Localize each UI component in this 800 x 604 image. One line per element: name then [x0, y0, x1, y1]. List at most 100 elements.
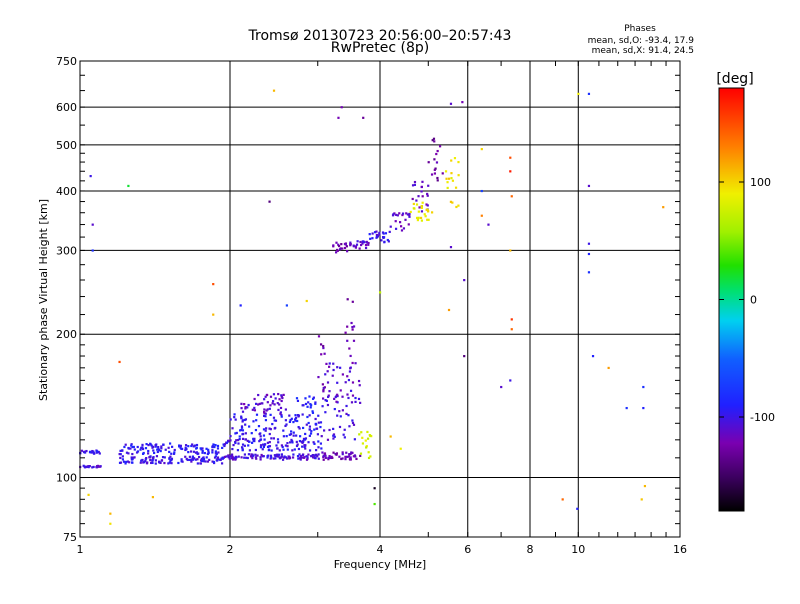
data-point — [121, 449, 124, 452]
data-point — [324, 454, 327, 457]
data-point — [168, 450, 171, 454]
data-point — [351, 381, 355, 384]
data-point — [91, 223, 94, 226]
data-point — [294, 414, 297, 417]
data-point — [351, 325, 354, 329]
data-point — [243, 453, 246, 456]
data-point — [325, 399, 328, 402]
data-point — [255, 419, 258, 422]
data-point — [353, 454, 356, 457]
data-point — [286, 448, 289, 451]
data-point — [288, 455, 291, 458]
data-point — [354, 245, 358, 248]
data-point — [640, 498, 643, 501]
data-point — [195, 451, 198, 454]
data-point — [279, 456, 282, 459]
data-point — [282, 448, 285, 451]
data-point — [252, 437, 255, 440]
data-point — [373, 231, 377, 234]
data-point — [197, 452, 200, 455]
data-point — [92, 465, 95, 469]
data-point — [273, 427, 276, 430]
data-point — [344, 458, 347, 461]
data-point — [153, 451, 156, 455]
data-point — [307, 401, 310, 404]
data-point — [265, 427, 268, 430]
data-point — [254, 448, 257, 452]
data-point — [130, 443, 133, 446]
data-point — [280, 395, 283, 398]
data-point — [213, 456, 217, 459]
data-point — [292, 453, 295, 456]
data-point — [454, 186, 458, 189]
data-point — [157, 448, 160, 451]
data-point — [365, 241, 369, 244]
data-point — [327, 456, 330, 459]
data-point — [272, 437, 275, 440]
data-point — [152, 449, 155, 452]
data-point — [83, 450, 86, 453]
data-point — [400, 229, 404, 232]
data-point — [303, 445, 306, 448]
data-point — [170, 462, 173, 465]
data-point — [271, 422, 274, 426]
data-point — [264, 419, 268, 422]
data-point — [202, 458, 206, 461]
data-point — [177, 461, 180, 465]
data-point — [254, 402, 258, 405]
data-point — [228, 455, 231, 458]
data-point — [229, 439, 232, 442]
data-point — [433, 168, 436, 171]
data-point — [227, 454, 230, 457]
data-point — [291, 440, 294, 443]
data-point — [131, 461, 134, 464]
data-point — [187, 445, 190, 448]
data-point — [351, 421, 355, 425]
data-point — [271, 400, 275, 403]
data-point — [358, 433, 361, 436]
x-tick-label: 2 — [227, 543, 234, 556]
data-point — [244, 432, 247, 435]
data-point — [561, 498, 564, 501]
data-point — [297, 414, 301, 417]
data-point — [433, 158, 436, 161]
data-point — [212, 313, 215, 316]
data-point — [178, 445, 181, 448]
data-point — [399, 225, 403, 228]
data-point — [304, 437, 308, 440]
data-point — [234, 456, 237, 459]
data-point — [286, 442, 289, 445]
data-point — [359, 401, 362, 404]
x-tick-label: 8 — [527, 543, 534, 556]
data-point — [260, 453, 263, 457]
data-point — [261, 402, 264, 405]
data-point — [277, 408, 280, 412]
data-point — [375, 235, 379, 239]
data-point — [156, 448, 159, 451]
x-axis: 1 2 4 6 8 10 16 — [77, 61, 687, 556]
data-point — [250, 441, 254, 444]
data-points — [79, 89, 665, 525]
data-point — [85, 449, 88, 453]
data-point — [277, 455, 280, 458]
data-point — [157, 445, 160, 449]
data-point — [184, 446, 187, 449]
data-point — [312, 396, 315, 399]
data-point — [337, 243, 340, 246]
data-point — [587, 252, 591, 256]
data-point — [231, 458, 235, 461]
data-point — [253, 437, 256, 440]
data-point — [250, 432, 253, 435]
data-point — [282, 435, 285, 438]
data-point — [362, 116, 365, 119]
data-point — [118, 452, 121, 456]
data-point — [314, 422, 317, 425]
data-point — [335, 251, 338, 254]
data-point — [280, 453, 283, 456]
data-point — [314, 402, 317, 405]
data-point — [122, 460, 126, 463]
data-point — [447, 308, 451, 312]
data-point — [431, 139, 434, 142]
data-point — [351, 300, 354, 303]
